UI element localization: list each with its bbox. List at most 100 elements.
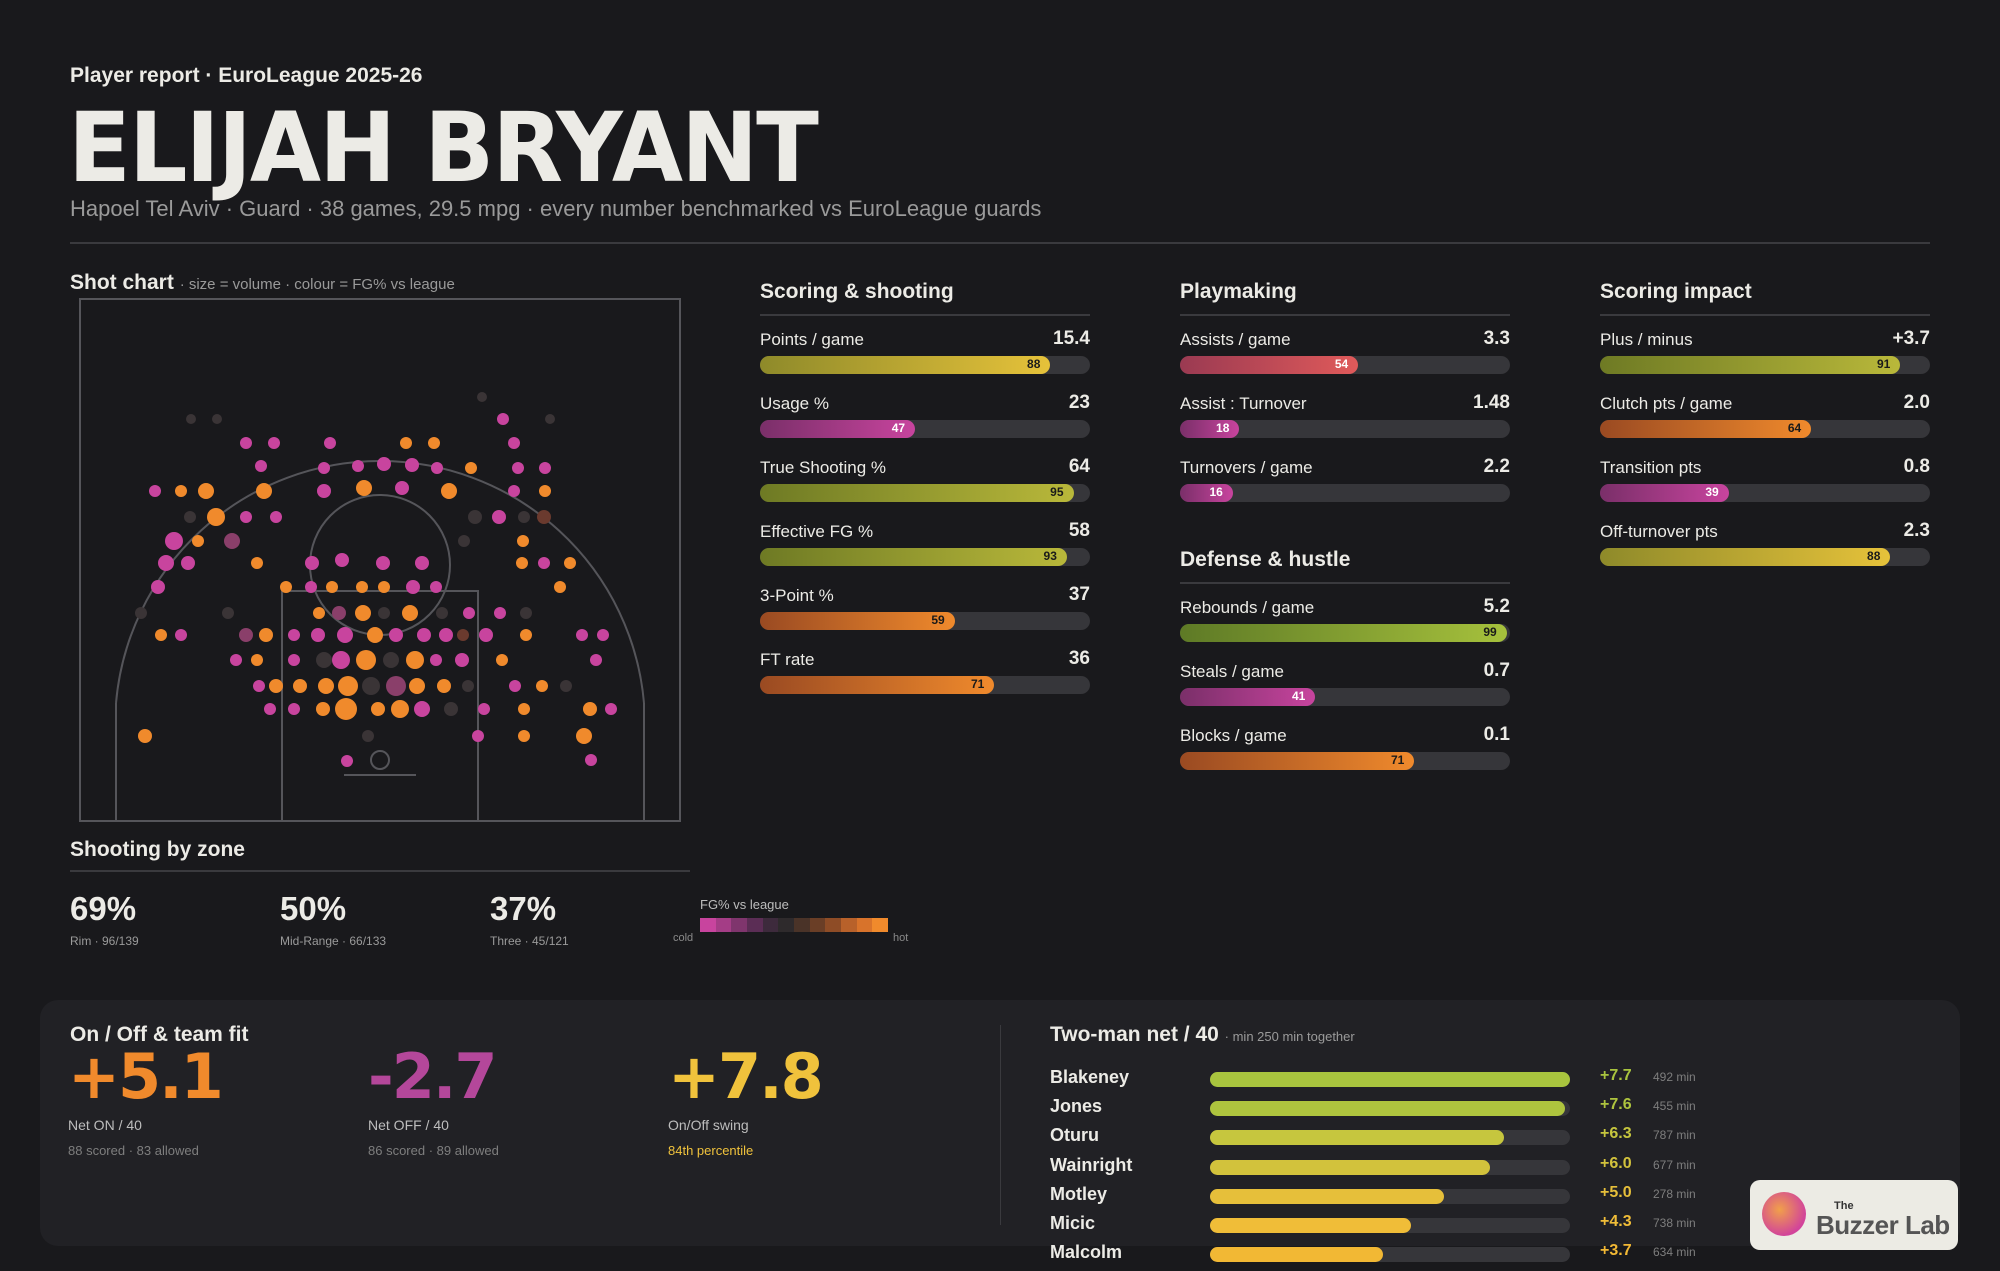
percentile-label: 88 bbox=[1027, 357, 1041, 371]
percentile-track: 93 bbox=[760, 548, 1090, 566]
shot-dot bbox=[355, 605, 371, 621]
teammate-name: Wainright bbox=[1050, 1154, 1133, 1175]
percentile-track: 91 bbox=[1600, 356, 1930, 374]
shot-dot bbox=[316, 652, 332, 668]
report-kicker: Player report · EuroLeague 2025-26 bbox=[70, 64, 423, 87]
stat-name: Off-turnover pts bbox=[1600, 522, 1718, 541]
legend-title: FG% vs league bbox=[700, 897, 789, 912]
stat-row: Plus / minus +3.7 91 bbox=[1600, 328, 1930, 394]
stat-list: Rebounds / game 5.2 99 Steals / game 0.7 41 Bl… bbox=[1180, 596, 1510, 790]
percentile-label: 93 bbox=[1043, 549, 1057, 563]
stat-row: Transition pts 0.8 39 bbox=[1600, 456, 1930, 522]
percentile-fill: 71 bbox=[1180, 752, 1415, 770]
net-bar-fill bbox=[1210, 1218, 1411, 1233]
shot-dot bbox=[251, 654, 263, 666]
shot-dot bbox=[268, 437, 280, 449]
stat-value: 0.7 bbox=[1483, 660, 1510, 681]
shot-dot bbox=[356, 480, 372, 496]
swing-value: +7.8 bbox=[668, 1040, 824, 1113]
shot-dot bbox=[439, 628, 453, 642]
shot-dot bbox=[457, 629, 469, 641]
shot-dot bbox=[497, 413, 509, 425]
stat-list: Plus / minus +3.7 91 Clutch pts / game 2.0 64… bbox=[1600, 328, 1930, 586]
shot-dot bbox=[240, 437, 252, 449]
three-point-arc bbox=[115, 460, 645, 704]
stat-name: FT rate bbox=[760, 650, 815, 669]
shot-dot bbox=[280, 581, 292, 593]
header-divider bbox=[70, 242, 1930, 244]
shot-dot bbox=[455, 653, 469, 667]
percentile-label: 64 bbox=[1787, 421, 1802, 435]
net-value: +4.3 bbox=[1600, 1213, 1632, 1230]
shot-dot bbox=[256, 483, 272, 499]
shot-dot bbox=[288, 629, 300, 641]
shot-dot bbox=[255, 460, 267, 472]
shot-dot bbox=[391, 700, 409, 718]
two-man-row: Blakeney +7.7 492 min bbox=[1050, 1067, 1750, 1096]
zones-title: Shooting by zone bbox=[70, 838, 245, 861]
percentile-label: 71 bbox=[1390, 753, 1405, 767]
shot-dot bbox=[288, 654, 300, 666]
shot-dot bbox=[253, 680, 265, 692]
stat-value: 64 bbox=[1068, 456, 1090, 477]
zone-rim: 69% Rim · 96/139 bbox=[70, 890, 139, 948]
shot-chart-note: · size = volume · colour = FG% vs league bbox=[179, 276, 455, 293]
shot-dot bbox=[341, 755, 353, 767]
shot-dot bbox=[478, 703, 490, 715]
shot-dot bbox=[149, 485, 161, 497]
shot-dot bbox=[472, 730, 484, 742]
shot-dot bbox=[400, 437, 412, 449]
zone-pct: 50% bbox=[280, 890, 347, 927]
column-title: Playmaking bbox=[1180, 280, 1510, 316]
shot-dot bbox=[378, 607, 390, 619]
percentile-fill: 41 bbox=[1180, 688, 1316, 706]
shot-dot bbox=[518, 703, 530, 715]
percentile-fill: 59 bbox=[760, 612, 955, 630]
shot-dot bbox=[520, 607, 532, 619]
shot-dot bbox=[224, 533, 240, 549]
stat-row: Effective FG % 58 93 bbox=[760, 520, 1090, 586]
percentile-label: 47 bbox=[891, 421, 906, 435]
zone-three: 37% Three · 45/121 bbox=[490, 890, 569, 948]
zone-pct: 37% bbox=[490, 890, 557, 927]
shot-dot bbox=[293, 679, 307, 693]
shot-dot bbox=[135, 607, 147, 619]
percentile-label: 39 bbox=[1705, 485, 1719, 499]
percentile-fill: 95 bbox=[760, 484, 1074, 502]
shot-dot bbox=[356, 581, 368, 593]
net-bar-fill bbox=[1210, 1130, 1505, 1146]
player-name: ELIJAH BRYANT bbox=[68, 91, 819, 204]
shot-dot bbox=[186, 414, 196, 424]
stat-value: 36 bbox=[1068, 648, 1090, 669]
shot-dot bbox=[458, 535, 470, 547]
percentile-track: 95 bbox=[760, 484, 1090, 502]
percentile-track: 99 bbox=[1180, 624, 1510, 642]
stat-name: Turnovers / game bbox=[1180, 458, 1313, 477]
shot-dot bbox=[192, 535, 204, 547]
shot-dot bbox=[477, 392, 487, 402]
percentile-label: 16 bbox=[1209, 485, 1223, 499]
shot-dot bbox=[564, 557, 576, 569]
net-off-label: Net OFF / 40 bbox=[368, 1117, 449, 1133]
shot-dot bbox=[415, 556, 429, 570]
shot-dot bbox=[264, 703, 276, 715]
percentile-track: 88 bbox=[760, 356, 1090, 374]
stat-row: 3-Point % 37 59 bbox=[760, 584, 1090, 650]
brand-badge: The Buzzer Lab bbox=[1750, 1180, 1958, 1250]
teammate-name: Oturu bbox=[1050, 1125, 1099, 1146]
rim bbox=[370, 750, 390, 770]
shot-dot bbox=[417, 628, 431, 642]
shot-dot bbox=[405, 458, 419, 472]
net-value: +6.3 bbox=[1600, 1125, 1632, 1143]
stat-name: Assists / game bbox=[1180, 330, 1291, 349]
stat-value: 3.3 bbox=[1483, 328, 1510, 349]
shot-dot bbox=[545, 414, 555, 424]
two-man-row: Micic +4.3 738 min bbox=[1050, 1213, 1750, 1242]
shot-dot bbox=[583, 702, 597, 716]
percentile-track: 64 bbox=[1600, 420, 1930, 438]
stat-column-playmaking: Playmaking Assists / game 3.3 54 Assist : T… bbox=[1180, 280, 1510, 522]
zones-divider bbox=[70, 870, 690, 872]
shot-dot bbox=[520, 629, 532, 641]
shot-dot bbox=[288, 703, 300, 715]
net-off: -2.7 Net OFF / 40 86 scored · 89 allowed bbox=[368, 1040, 499, 1158]
